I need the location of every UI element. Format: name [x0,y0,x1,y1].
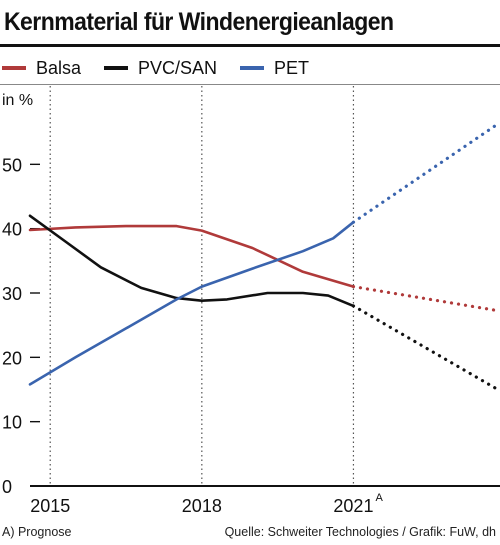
legend-item-balsa: Balsa [2,55,81,81]
legend: Balsa PVC/SAN PET [0,55,500,81]
y-tick-label-10: 10 [2,413,22,433]
y-tick-label-0: 0 [2,477,12,497]
y-axis-unit-label: in % [2,92,34,109]
series-line-balsa [28,224,355,288]
legend-swatch-balsa [2,66,26,70]
legend-divider [0,84,500,85]
source-credit: Quelle: Schweiter Technologies / Grafik:… [224,525,496,539]
series-forecast-balsa [351,285,500,313]
chart-title: Kernmaterial für Windenergieanlagen [4,8,394,36]
series-line-pvc-san [28,214,355,308]
footnote-prognose: A) Prognose [2,525,72,539]
series-forecast-pvc-san [351,304,500,393]
legend-label-pvc-san: PVC/SAN [138,57,218,78]
x-tick-label-2018: 2018 [182,496,222,516]
series-line-pet [28,220,355,386]
legend-swatch-pet [240,66,264,70]
title-divider [0,44,500,47]
legend-item-pet: PET [240,55,309,81]
x-tick-label-2021: 2021 [333,496,373,516]
legend-label-pet: PET [274,57,310,78]
y-tick-label-40: 40 [2,220,22,240]
y-tick-label-50: 50 [2,155,22,175]
legend-label-balsa: Balsa [36,57,82,78]
line-chart: 0 10 20 30 40 50 2015 2018 2021 A [2,86,500,516]
series-forecast-pet [351,120,500,224]
x-tick-superscript-2021: A [375,492,383,504]
y-tick-label-20: 20 [2,348,22,368]
x-tick-label-2015: 2015 [30,496,70,516]
legend-item-pvc-san: PVC/SAN [104,55,217,81]
legend-swatch-pvc-san [104,66,128,70]
y-tick-label-30: 30 [2,284,22,304]
